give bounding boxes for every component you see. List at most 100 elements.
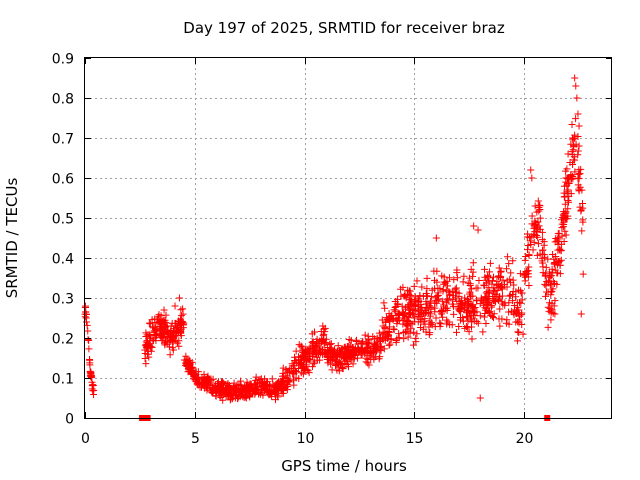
data-point (419, 310, 427, 318)
data-point (534, 233, 542, 241)
data-point (488, 277, 496, 285)
data-point (528, 232, 536, 240)
data-point (474, 226, 482, 234)
data-point (215, 382, 223, 390)
data-point (564, 205, 572, 213)
data-point (379, 328, 387, 336)
data-point (404, 326, 412, 334)
data-point (142, 329, 150, 337)
data-point (352, 337, 360, 345)
data-point (386, 323, 394, 331)
data-point (566, 159, 574, 167)
data-point (347, 336, 355, 344)
data-point (559, 223, 567, 231)
data-point (423, 292, 431, 300)
data-point (311, 342, 319, 350)
data-point (519, 330, 527, 338)
data-point (534, 197, 542, 205)
data-point (545, 277, 553, 285)
data-point (531, 202, 539, 210)
data-point (506, 275, 514, 283)
data-point (505, 308, 513, 316)
data-point (574, 110, 582, 118)
data-point (399, 283, 407, 291)
y-tick-label: 0.1 (52, 372, 74, 388)
data-point (539, 259, 547, 267)
data-point (166, 351, 174, 359)
data-point (578, 227, 586, 235)
data-point (572, 115, 580, 123)
data-point (496, 305, 504, 313)
data-point (411, 297, 419, 305)
data-point (301, 351, 309, 359)
data-point (246, 390, 254, 398)
data-point (562, 231, 570, 239)
data-point (474, 319, 482, 327)
data-point (142, 360, 150, 368)
data-point (568, 121, 576, 129)
data-point (86, 356, 94, 364)
data-point (320, 325, 328, 333)
data-point (512, 288, 520, 296)
data-point (446, 291, 454, 299)
data-point (579, 270, 587, 278)
data-point (161, 339, 169, 347)
data-point (440, 280, 448, 288)
data-point (575, 166, 583, 174)
data-point (440, 273, 448, 281)
data-point (490, 284, 498, 292)
data-point (90, 391, 98, 399)
data-point (282, 366, 290, 374)
data-point (295, 353, 303, 361)
data-point (308, 330, 316, 338)
data-point (423, 285, 431, 293)
data-point (418, 283, 426, 291)
data-point (145, 319, 153, 327)
data-point (169, 338, 177, 346)
data-point (245, 387, 253, 395)
data-point (401, 290, 409, 298)
data-point (249, 389, 257, 397)
data-point (431, 323, 439, 331)
data-point (227, 391, 235, 399)
data-point (555, 246, 563, 254)
data-point (379, 322, 387, 330)
data-point (550, 302, 558, 310)
data-point (466, 274, 474, 282)
data-point (516, 270, 524, 278)
data-point (452, 284, 460, 292)
data-point (145, 340, 153, 348)
data-point (525, 282, 533, 290)
data-point (237, 377, 245, 385)
data-point (376, 353, 384, 361)
data-point (213, 386, 221, 394)
data-point (507, 269, 515, 277)
data-point (573, 94, 581, 102)
data-point (514, 337, 522, 345)
data-point (231, 394, 239, 402)
data-point (271, 390, 279, 398)
data-point (574, 174, 582, 182)
data-point (492, 297, 500, 305)
x-tick-label: 15 (406, 431, 424, 447)
data-point (514, 328, 522, 336)
data-point (460, 301, 468, 309)
data-point (160, 306, 168, 314)
data-point (241, 392, 249, 400)
x-axis-title: GPS time / hours (281, 457, 407, 475)
y-tick-label: 0.4 (52, 252, 74, 268)
data-point (395, 310, 403, 318)
data-point (380, 299, 388, 307)
data-point (508, 291, 516, 299)
data-point (395, 334, 403, 342)
data-point (560, 210, 568, 218)
data-point (564, 186, 572, 194)
data-point (563, 215, 571, 223)
data-point (469, 301, 477, 309)
data-point (166, 337, 174, 345)
data-point (529, 246, 537, 254)
data-point (524, 267, 532, 275)
axis-ticks (85, 58, 612, 419)
data-point (328, 366, 336, 374)
data-point (405, 310, 413, 318)
